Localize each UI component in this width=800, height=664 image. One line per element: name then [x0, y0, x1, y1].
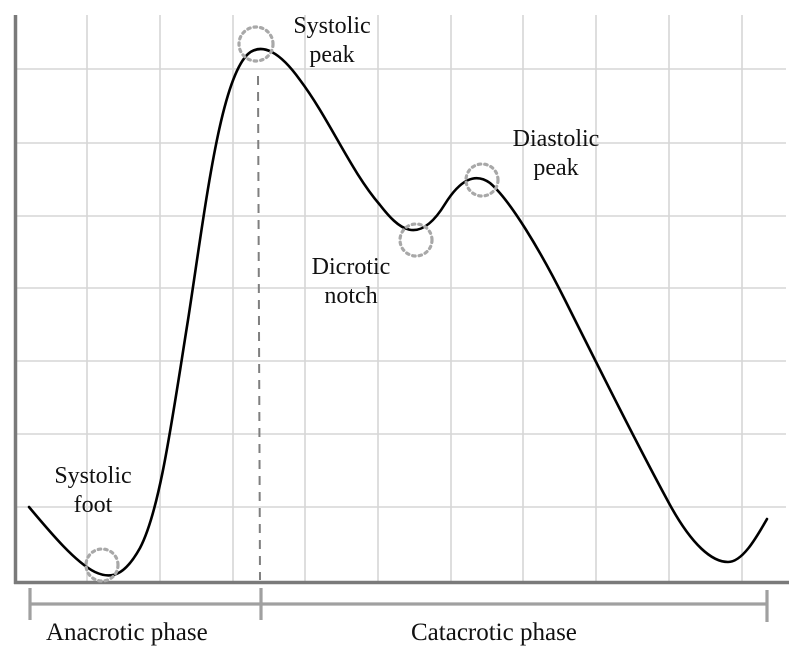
systolic-foot-label-line1: Systolic [54, 463, 132, 489]
phase-brackets [28, 588, 769, 622]
systolic-peak-label: Systolic peak [292, 12, 372, 70]
catacrotic-phase-label: Catacrotic phase [411, 619, 577, 646]
dicrotic-notch-marker [398, 222, 434, 258]
diastolic-peak-label: Diastolic peak [496, 125, 616, 183]
dicrotic-notch-label-line2: notch [324, 283, 378, 309]
phase-divider-dashed-line [257, 75, 261, 581]
systolic-peak-marker [237, 25, 275, 63]
diastolic-peak-marker [464, 162, 500, 198]
grid [16, 15, 786, 582]
systolic-peak-label-line1: Systolic [293, 13, 371, 39]
diastolic-peak-label-line2: peak [533, 155, 579, 181]
dicrotic-notch-label: Dicrotic notch [296, 253, 406, 311]
systolic-foot-marker [84, 547, 120, 583]
dicrotic-notch-label-line1: Dicrotic [311, 254, 391, 280]
systolic-foot-label: Systolic foot [40, 462, 146, 520]
annotation-markers [84, 25, 500, 583]
systolic-foot-label-line2: foot [73, 492, 113, 518]
axes [13, 15, 789, 585]
anacrotic-phase-label: Anacrotic phase [46, 619, 208, 646]
diastolic-peak-label-line1: Diastolic [512, 126, 600, 152]
pulse-waveform-curve [27, 47, 769, 577]
systolic-peak-label-line2: peak [309, 42, 355, 68]
